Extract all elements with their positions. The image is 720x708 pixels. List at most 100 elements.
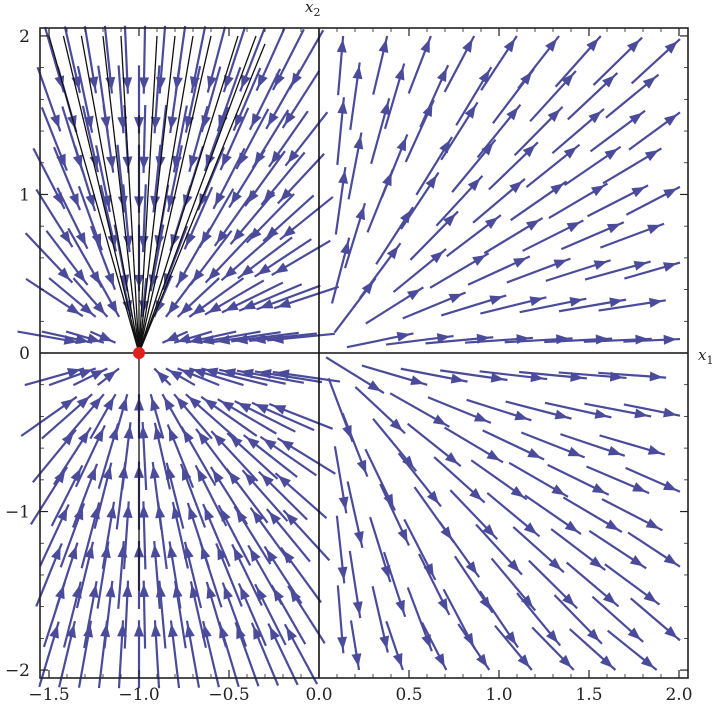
field-arrow — [198, 188, 235, 249]
field-arrow — [623, 334, 681, 345]
field-arrow — [210, 430, 259, 482]
field-arrow — [96, 277, 121, 318]
field-arrow — [601, 498, 663, 532]
field-arrow — [629, 597, 681, 642]
field-arrow — [284, 111, 329, 167]
field-arrow — [569, 628, 617, 671]
field-arrow — [625, 185, 681, 216]
field-arrow — [217, 398, 277, 435]
field-arrow — [605, 73, 660, 119]
field-arrow — [334, 166, 349, 235]
field-arrow — [327, 377, 354, 443]
field-arrow — [545, 259, 611, 282]
field-arrow — [206, 26, 227, 93]
field-arrow — [280, 546, 322, 604]
field-arrow — [433, 456, 486, 504]
field-arrow — [122, 580, 133, 649]
field-arrow — [122, 501, 133, 570]
field-arrow — [122, 25, 133, 94]
field-arrow — [551, 108, 605, 154]
field-arrow — [560, 433, 626, 457]
field-arrow — [93, 462, 113, 529]
field-arrow — [117, 65, 128, 134]
field-arrow — [48, 277, 97, 318]
field-arrow — [418, 553, 451, 616]
field-arrow — [359, 242, 402, 299]
field-arrow — [520, 431, 586, 459]
y-tick-label: −2 — [5, 661, 30, 681]
field-arrow — [563, 145, 622, 187]
field-arrow — [35, 188, 74, 248]
field-arrow — [48, 367, 97, 387]
field-arrow — [58, 620, 76, 688]
field-arrow — [553, 594, 603, 645]
field-arrow — [400, 367, 468, 384]
field-arrow — [149, 461, 163, 530]
field-arrow — [443, 35, 476, 93]
field-arrow — [41, 330, 93, 345]
field-arrow — [271, 28, 305, 91]
field-arrow — [625, 466, 681, 493]
field-arrow — [372, 417, 418, 472]
field-arrow — [348, 550, 363, 619]
field-arrow — [183, 541, 203, 609]
field-arrow — [81, 105, 100, 173]
field-arrow — [354, 386, 406, 435]
x-axis-label: x1 — [698, 346, 713, 367]
y-tick-label: 1 — [19, 185, 30, 205]
field-arrow — [189, 230, 233, 286]
field-arrow — [177, 367, 220, 387]
field-arrow — [204, 232, 254, 284]
field-arrow — [103, 25, 116, 94]
field-arrow — [604, 563, 661, 606]
x-tick-label: 0.0 — [305, 685, 332, 705]
field-arrow — [62, 581, 82, 648]
field-arrow — [218, 621, 240, 688]
field-arrow — [279, 196, 334, 241]
field-arrow — [438, 521, 481, 578]
field-arrow — [467, 255, 531, 286]
field-arrow — [139, 25, 150, 94]
axes — [40, 28, 688, 678]
field-arrow — [330, 237, 351, 304]
field-arrow — [215, 543, 243, 607]
field-arrow — [419, 64, 450, 128]
trajectory-line — [62, 35, 140, 354]
field-arrow — [336, 97, 348, 165]
field-arrow — [41, 393, 93, 440]
field-arrow — [172, 25, 187, 94]
field-arrow — [251, 401, 315, 432]
y-axis-label: x2 — [305, 0, 320, 19]
field-arrow — [439, 369, 508, 383]
field-arrow — [256, 284, 321, 311]
field-arrow — [558, 297, 627, 313]
field-arrow — [361, 364, 428, 386]
field-arrow — [529, 70, 577, 123]
trajectory-line — [80, 35, 140, 354]
field-arrow — [63, 26, 82, 94]
field-arrow — [138, 501, 149, 570]
field-arrow — [382, 551, 407, 618]
trajectory-line — [120, 35, 140, 354]
field-arrow — [343, 202, 367, 269]
field-arrow — [586, 465, 650, 495]
field-arrow — [258, 470, 308, 521]
field-arrow — [197, 146, 225, 211]
plot-frame — [39, 27, 689, 679]
field-arrow — [444, 426, 504, 464]
field-arrow — [479, 370, 548, 383]
field-arrow — [50, 464, 84, 527]
field-arrow — [255, 28, 286, 92]
trajectory-line — [138, 35, 257, 354]
field-arrow — [565, 561, 620, 608]
field-arrow — [276, 437, 336, 475]
field-arrow — [598, 297, 666, 312]
x-tick-label: 1.0 — [485, 685, 512, 705]
field-arrow — [588, 529, 647, 570]
field-arrow — [268, 402, 334, 430]
field-arrow — [560, 221, 625, 251]
field-arrow — [531, 626, 575, 671]
field-arrow — [375, 206, 414, 265]
field-arrow — [89, 393, 117, 440]
field-arrow — [479, 590, 519, 649]
